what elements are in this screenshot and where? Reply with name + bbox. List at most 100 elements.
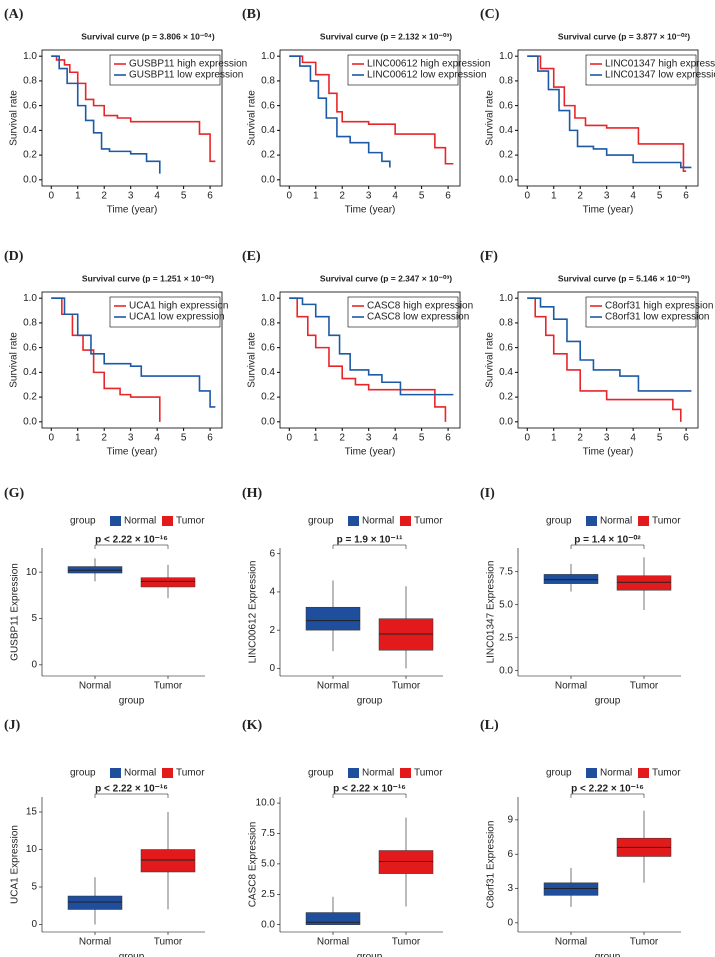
legend-label: Normal (362, 516, 394, 527)
p-value: p = 1.9 × 10⁻¹¹ (337, 535, 404, 546)
y-axis-label: LINC00612 Expression (248, 561, 259, 664)
y-tick-label: 0.2 (499, 392, 513, 403)
box (378, 850, 434, 874)
legend-label: Tumor (414, 768, 443, 779)
x-tick-label: 6 (207, 191, 213, 202)
legend-label: UCA1 high expression (129, 301, 229, 312)
y-tick-label: 0.4 (23, 125, 37, 136)
box (543, 882, 599, 896)
legend-swatch (348, 768, 359, 778)
panel-label: (H) (242, 486, 263, 501)
x-tick-label: 4 (154, 433, 160, 444)
panel-label: (B) (242, 7, 261, 22)
y-tick-label: 1.0 (499, 51, 513, 62)
legend-label: CASC8 high expression (367, 301, 473, 312)
p-value: p = 1.4 × 10⁻⁰² (574, 535, 641, 546)
panel-label: (K) (242, 718, 263, 733)
y-tick-label: 0 (31, 919, 37, 930)
legend-swatch (638, 516, 649, 526)
legend-label: Tumor (176, 516, 205, 527)
chart-title: Survival curve (p = 1.251 × 10⁻⁰²) (82, 273, 214, 283)
x-tick-label: 3 (604, 433, 610, 444)
x-tick-label: 5 (419, 433, 425, 444)
p-value: p < 2.22 × 10⁻¹⁶ (95, 535, 168, 546)
y-tick-label: 0.0 (261, 416, 275, 427)
y-tick-label: 0.0 (261, 174, 275, 185)
y-axis-label: GUSBP11 Expression (10, 563, 21, 661)
legend-label: LINC00612 low expression (367, 70, 487, 81)
y-tick-label: 0.4 (261, 367, 275, 378)
x-tick-label: Normal (79, 937, 111, 948)
x-tick-label: 2 (101, 433, 107, 444)
panel-label: (E) (242, 249, 261, 264)
legend-title: group (70, 516, 96, 527)
x-tick-label: Tumor (392, 681, 421, 692)
y-tick-label: 15 (26, 807, 38, 818)
y-tick-label: 0.2 (261, 392, 275, 403)
survival-line (527, 55, 692, 169)
x-tick-label: 2 (339, 433, 345, 444)
legend-label: LINC00612 high expression (367, 59, 490, 70)
y-tick-label: 1.0 (261, 293, 275, 304)
legend-swatch (348, 516, 359, 526)
x-axis-label: Time (year) (107, 205, 158, 216)
legend-label: C8orf31 high expression (605, 301, 713, 312)
significance-bracket (570, 793, 645, 798)
y-tick-label: 7.5 (499, 566, 513, 577)
legend-label: Tumor (652, 768, 681, 779)
y-tick-label: 0.0 (499, 416, 513, 427)
significance-bracket (94, 544, 169, 549)
y-tick-label: 5 (31, 882, 37, 893)
x-tick-label: 3 (128, 191, 134, 202)
y-tick-label: 1.0 (23, 293, 37, 304)
y-tick-label: 3 (507, 883, 513, 894)
y-axis-label: Survival rate (9, 90, 20, 146)
panel: (I) group Normal Tumor 0.0 2.5 5.0 7.5LINC01347… (480, 486, 681, 706)
chart-title: Survival curve (p = 2.347 × 10⁻⁰³) (320, 273, 452, 283)
box (140, 577, 196, 588)
x-tick-label: 1 (551, 191, 557, 202)
panel: (D) Survival curve (p = 1.251 × 10⁻⁰²) 0 1 2… (4, 249, 229, 457)
y-tick-label: 0 (31, 660, 37, 671)
x-axis-label: group (595, 952, 621, 957)
survival-line (51, 55, 216, 163)
survival-line (51, 297, 216, 408)
x-tick-label: 0 (524, 433, 530, 444)
x-tick-label: 3 (366, 191, 372, 202)
y-tick-label: 0.2 (23, 150, 37, 161)
significance-bracket (332, 793, 407, 798)
y-axis-label: Survival rate (9, 332, 20, 388)
x-axis-label: Time (year) (345, 447, 396, 458)
y-tick-label: 0.8 (499, 318, 513, 329)
y-tick-label: 0.0 (23, 174, 37, 185)
survival-line (289, 55, 454, 165)
x-tick-label: 0 (286, 433, 292, 444)
x-tick-label: 0 (48, 191, 54, 202)
x-axis-label: group (357, 952, 383, 957)
y-tick-label: 0.8 (23, 76, 37, 87)
y-tick-label: 0.2 (499, 150, 513, 161)
x-tick-label: 4 (392, 433, 398, 444)
panel-label: (J) (4, 718, 21, 733)
x-tick-label: 1 (551, 433, 557, 444)
y-tick-label: 0.6 (23, 100, 37, 111)
legend-label: GUSBP11 low expression (129, 70, 243, 81)
x-tick-label: Tumor (154, 937, 183, 948)
y-tick-label: 10 (26, 844, 38, 855)
x-axis-label: group (119, 952, 145, 957)
p-value: p < 2.22 × 10⁻¹⁶ (95, 784, 168, 795)
panel: (H) group Normal Tumor 0 2 4 6 LINC00612 Express… (242, 486, 443, 706)
x-tick-label: Normal (317, 937, 349, 948)
box (305, 606, 361, 631)
x-tick-label: 5 (181, 191, 187, 202)
y-tick-label: 0.0 (261, 919, 275, 930)
chart-title: Survival curve (p = 2.132 × 10⁻⁰³) (320, 31, 452, 41)
x-tick-label: 6 (207, 433, 213, 444)
y-tick-label: 10.0 (256, 798, 276, 809)
panel-label: (C) (480, 7, 500, 22)
plot-frame (279, 49, 461, 187)
panel: (A) Survival curve (p = 3.806 × 10⁻⁰⁴) 0 1 2… (4, 7, 247, 215)
legend-swatch (110, 768, 121, 778)
y-tick-label: 0 (269, 663, 275, 674)
